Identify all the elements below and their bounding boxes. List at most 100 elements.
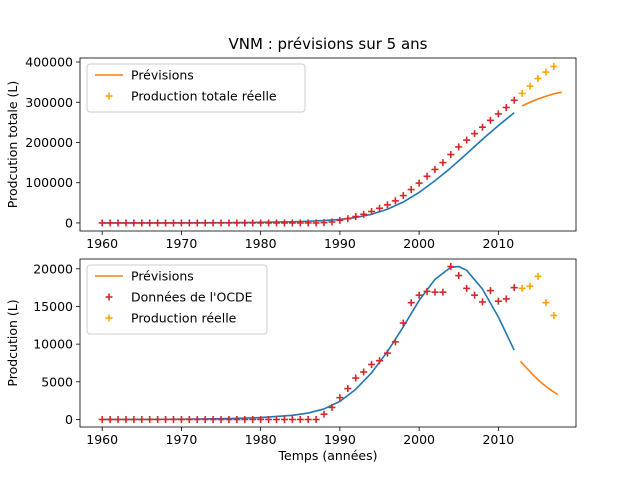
series-point bbox=[399, 192, 407, 200]
y-tick-label: 300000 bbox=[25, 95, 73, 110]
legend-label-production-reelle: Production réelle bbox=[131, 311, 237, 326]
legend-box bbox=[86, 63, 306, 113]
donnees-de-l-ocde-point bbox=[320, 410, 328, 418]
donnees-de-l-ocde-point bbox=[130, 415, 138, 423]
donnees-de-l-ocde-point bbox=[407, 299, 415, 307]
series-line bbox=[102, 112, 515, 224]
legend-swatch-production-totale-reelle bbox=[105, 92, 113, 100]
donnees-de-l-ocde-point bbox=[272, 415, 280, 423]
series-point bbox=[130, 219, 138, 227]
series-point bbox=[185, 219, 193, 227]
series-point bbox=[352, 213, 360, 221]
donnees-de-l-ocde-point bbox=[312, 415, 320, 423]
legend-label-donnees-de-l-ocde: Données de l'OCDE bbox=[131, 290, 253, 305]
donnees-de-l-ocde-point bbox=[98, 415, 106, 423]
donnees-de-l-ocde-point bbox=[455, 272, 463, 280]
production-totale-reelle-point bbox=[518, 89, 526, 97]
donnees-de-l-ocde-point bbox=[344, 385, 352, 393]
donnees-de-l-ocde-point bbox=[415, 291, 423, 299]
series-point bbox=[479, 123, 487, 131]
donnees-de-l-ocde-point bbox=[106, 415, 114, 423]
series-point bbox=[225, 219, 233, 227]
production-totale-reelle-point bbox=[550, 62, 558, 70]
legend-label-previsions: Prévisions bbox=[131, 68, 194, 83]
y-tick-label: 200000 bbox=[25, 135, 73, 150]
series-point bbox=[257, 219, 265, 227]
series-point bbox=[122, 219, 130, 227]
series-point bbox=[249, 219, 257, 227]
donnees-de-l-ocde-point bbox=[249, 415, 257, 423]
donnees-de-l-ocde-point bbox=[257, 415, 265, 423]
production-reelle-point bbox=[526, 282, 534, 290]
donnees-de-l-ocde-point bbox=[486, 287, 494, 295]
donnees-de-l-ocde-point bbox=[439, 288, 447, 296]
series-point bbox=[209, 219, 217, 227]
legend-box bbox=[86, 264, 268, 335]
donnees-de-l-ocde-point bbox=[162, 415, 170, 423]
donnees-de-l-ocde-point bbox=[510, 284, 518, 292]
series-point bbox=[336, 216, 344, 224]
donnees-de-l-ocde-point bbox=[265, 415, 273, 423]
production-reelle-point bbox=[518, 284, 526, 292]
donnees-de-l-ocde-point bbox=[138, 415, 146, 423]
donnees-de-l-ocde-point bbox=[494, 297, 502, 305]
series-point bbox=[463, 136, 471, 144]
donnees-de-l-ocde-point bbox=[233, 415, 241, 423]
donnees-de-l-ocde-point bbox=[471, 291, 479, 299]
donnees-de-l-ocde-point bbox=[399, 319, 407, 327]
series-point bbox=[114, 219, 122, 227]
legend-swatch-donnees-de-l-ocde bbox=[105, 293, 113, 301]
x-tick-label: 1970 bbox=[166, 432, 198, 447]
series-point bbox=[296, 219, 304, 227]
donnees-de-l-ocde-point bbox=[328, 403, 336, 411]
donnees-de-l-ocde-point bbox=[201, 415, 209, 423]
donnees-de-l-ocde-point bbox=[336, 394, 344, 402]
donnees-de-l-ocde-point bbox=[296, 415, 304, 423]
series-point bbox=[177, 219, 185, 227]
series-point bbox=[162, 219, 170, 227]
series-point bbox=[383, 201, 391, 209]
series-point bbox=[360, 210, 368, 218]
series-point bbox=[431, 165, 439, 173]
series-point bbox=[241, 219, 249, 227]
production-totale-reelle-point bbox=[526, 82, 534, 90]
series-point bbox=[280, 219, 288, 227]
series-point bbox=[169, 219, 177, 227]
donnees-de-l-ocde-point bbox=[431, 288, 439, 296]
production-totale-reelle-point bbox=[542, 68, 550, 76]
donnees-de-l-ocde-point bbox=[217, 415, 225, 423]
donnees-de-l-ocde-point bbox=[360, 368, 368, 376]
series-point bbox=[486, 116, 494, 124]
series-point bbox=[106, 219, 114, 227]
series-point bbox=[439, 159, 447, 167]
donnees-de-l-ocde-point bbox=[423, 287, 431, 295]
donnees-de-l-ocde-markers bbox=[98, 263, 518, 423]
series-point bbox=[391, 197, 399, 205]
axes-frame bbox=[79, 57, 577, 232]
production-totale-reelle-markers bbox=[518, 62, 558, 97]
plot-area bbox=[98, 263, 559, 423]
axes-frame bbox=[79, 258, 577, 428]
donnees-de-l-ocde-point bbox=[209, 415, 217, 423]
series-point bbox=[233, 219, 241, 227]
donnees-de-l-ocde-point bbox=[447, 263, 455, 271]
y-axis-label: Prodcution totale (L) bbox=[5, 81, 20, 208]
donnees-de-l-ocde-point bbox=[154, 415, 162, 423]
series-point bbox=[288, 219, 296, 227]
series-point bbox=[217, 219, 225, 227]
y-axis-label: Prodcution (L) bbox=[5, 299, 20, 386]
x-tick-label: 1980 bbox=[245, 236, 277, 251]
donnees-de-l-ocde-point bbox=[368, 360, 376, 368]
donnees-de-l-ocde-point bbox=[376, 357, 384, 365]
series-point bbox=[138, 219, 146, 227]
donnees-de-l-ocde-point bbox=[225, 415, 233, 423]
y-tick-label: 5000 bbox=[41, 374, 73, 389]
donnees-de-l-ocde-point bbox=[185, 415, 193, 423]
series-point bbox=[320, 219, 328, 227]
series-point bbox=[272, 219, 280, 227]
x-axis-label: Temps (années) bbox=[278, 448, 378, 463]
series-markers bbox=[98, 96, 518, 227]
donnees-de-l-ocde-point bbox=[479, 298, 487, 306]
y-tick-label: 10000 bbox=[33, 337, 73, 352]
donnees-de-l-ocde-point bbox=[502, 295, 510, 303]
